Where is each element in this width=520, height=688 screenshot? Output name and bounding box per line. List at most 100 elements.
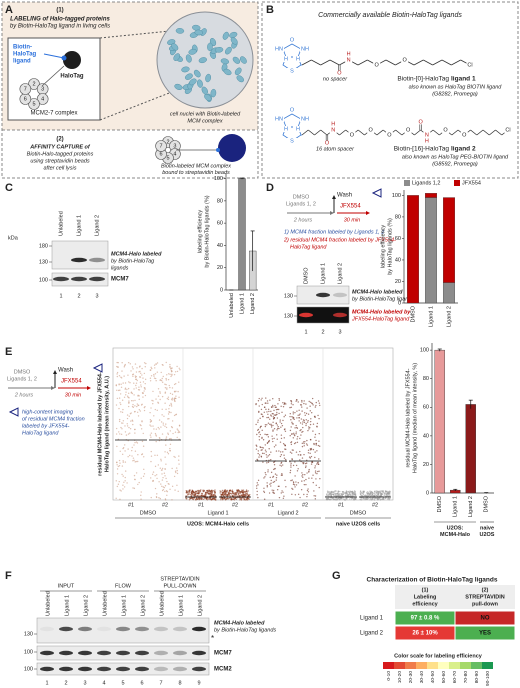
cell-dot (360, 497, 362, 499)
cell-dot (359, 490, 362, 492)
nucleus (234, 67, 242, 76)
cell-dot (328, 498, 330, 501)
cell-dot (222, 492, 225, 494)
subunit-label: 6 (160, 151, 163, 157)
cell-dot (378, 491, 380, 493)
cell-dot (305, 422, 307, 425)
cell-dot (273, 461, 275, 464)
cell-dot (269, 418, 271, 420)
cell-dot (260, 408, 263, 411)
cell-dot (302, 441, 305, 443)
cell-dot (170, 403, 173, 406)
cell-dot (132, 460, 134, 462)
cell-dot (178, 381, 180, 383)
atom-label: HN (275, 116, 283, 122)
nucleus (171, 43, 179, 51)
cell-dot (133, 487, 136, 490)
cell-dot (278, 397, 280, 400)
cell-dot (221, 489, 224, 492)
bond (414, 129, 421, 136)
cell-dot (315, 484, 317, 486)
nucleus (220, 58, 230, 65)
bond (357, 59, 368, 66)
cell-dot (150, 425, 152, 427)
panel-a-frame (1, 1, 259, 179)
cell-dot (296, 417, 298, 419)
bond (301, 59, 312, 66)
cell-dot (134, 405, 136, 407)
bond (476, 129, 484, 136)
cell-dot (188, 489, 190, 492)
cell-dot (194, 493, 197, 496)
cell-dot (231, 489, 234, 491)
cell-dot (160, 458, 162, 461)
cell-dot (129, 382, 131, 384)
cell-dot (168, 418, 170, 420)
cell-dot (266, 416, 268, 419)
cell-dot (301, 472, 303, 474)
step-text: 1) MCM4 fraction labeled by Ligands 1, 2 (284, 229, 384, 235)
lane-label: DMSO (303, 267, 309, 284)
cell-dot (213, 490, 215, 492)
cell-dot (272, 430, 274, 432)
cell-dot (134, 441, 136, 444)
lane-number: 2 (321, 329, 324, 335)
atom-label: O (375, 62, 380, 68)
biotin-dot (61, 55, 67, 61)
cell-dot (275, 479, 277, 481)
cell-dot (152, 403, 154, 405)
atom-bg (348, 132, 356, 138)
header-band (395, 585, 515, 609)
cell-dot (303, 453, 305, 456)
cell-dot (256, 433, 258, 436)
cell-dot (272, 413, 274, 415)
cell-dot (266, 433, 269, 436)
cell-dot (167, 432, 169, 434)
column-header: (1) (422, 587, 429, 593)
cell-dot (124, 450, 126, 452)
cell-dot (364, 494, 366, 496)
cell-dot (121, 399, 124, 401)
cell-dot (140, 491, 142, 493)
cell-dot (231, 494, 234, 497)
cell-dot (138, 371, 140, 373)
cell-dot (274, 468, 276, 470)
cell-dot (164, 490, 166, 493)
cell-dot (384, 497, 387, 500)
atom-bg (300, 116, 310, 122)
ligand-alias: also known as HaloTag BIOTIN ligand (409, 84, 503, 90)
asterisk: * (211, 634, 214, 643)
cell-dot (301, 445, 304, 448)
cell-dot (176, 370, 179, 373)
bond (329, 59, 340, 66)
cell-dot (128, 381, 130, 383)
atom-label: H (331, 121, 335, 127)
cell-dot (349, 491, 352, 493)
table-cell (454, 610, 516, 626)
cell-dot (264, 433, 266, 436)
cell-dot (161, 395, 164, 398)
cell-dot (309, 452, 311, 455)
cell-dot (143, 390, 145, 392)
bond (432, 59, 443, 66)
cell-dot (121, 362, 123, 364)
atom-label: O (290, 107, 295, 113)
table-title: Characterization of Biotin-HaloTag ligan… (367, 577, 498, 584)
cell-dot (266, 400, 269, 402)
cell-dot (118, 420, 121, 423)
cell-dot (175, 471, 177, 474)
cell-dot (285, 486, 287, 488)
cell-dot (219, 492, 221, 494)
cell-dot (290, 443, 293, 446)
cell-dot (192, 497, 194, 499)
cell-dot (294, 475, 296, 477)
cell-dot (290, 441, 293, 443)
cell-dot (165, 463, 167, 465)
label: 30 min (344, 217, 361, 223)
cell-dot (173, 373, 176, 376)
cell-dot (371, 494, 373, 496)
cell-dot (134, 399, 136, 402)
bond (441, 59, 452, 66)
atom-label: O (403, 57, 408, 63)
cell-dot (303, 402, 305, 405)
